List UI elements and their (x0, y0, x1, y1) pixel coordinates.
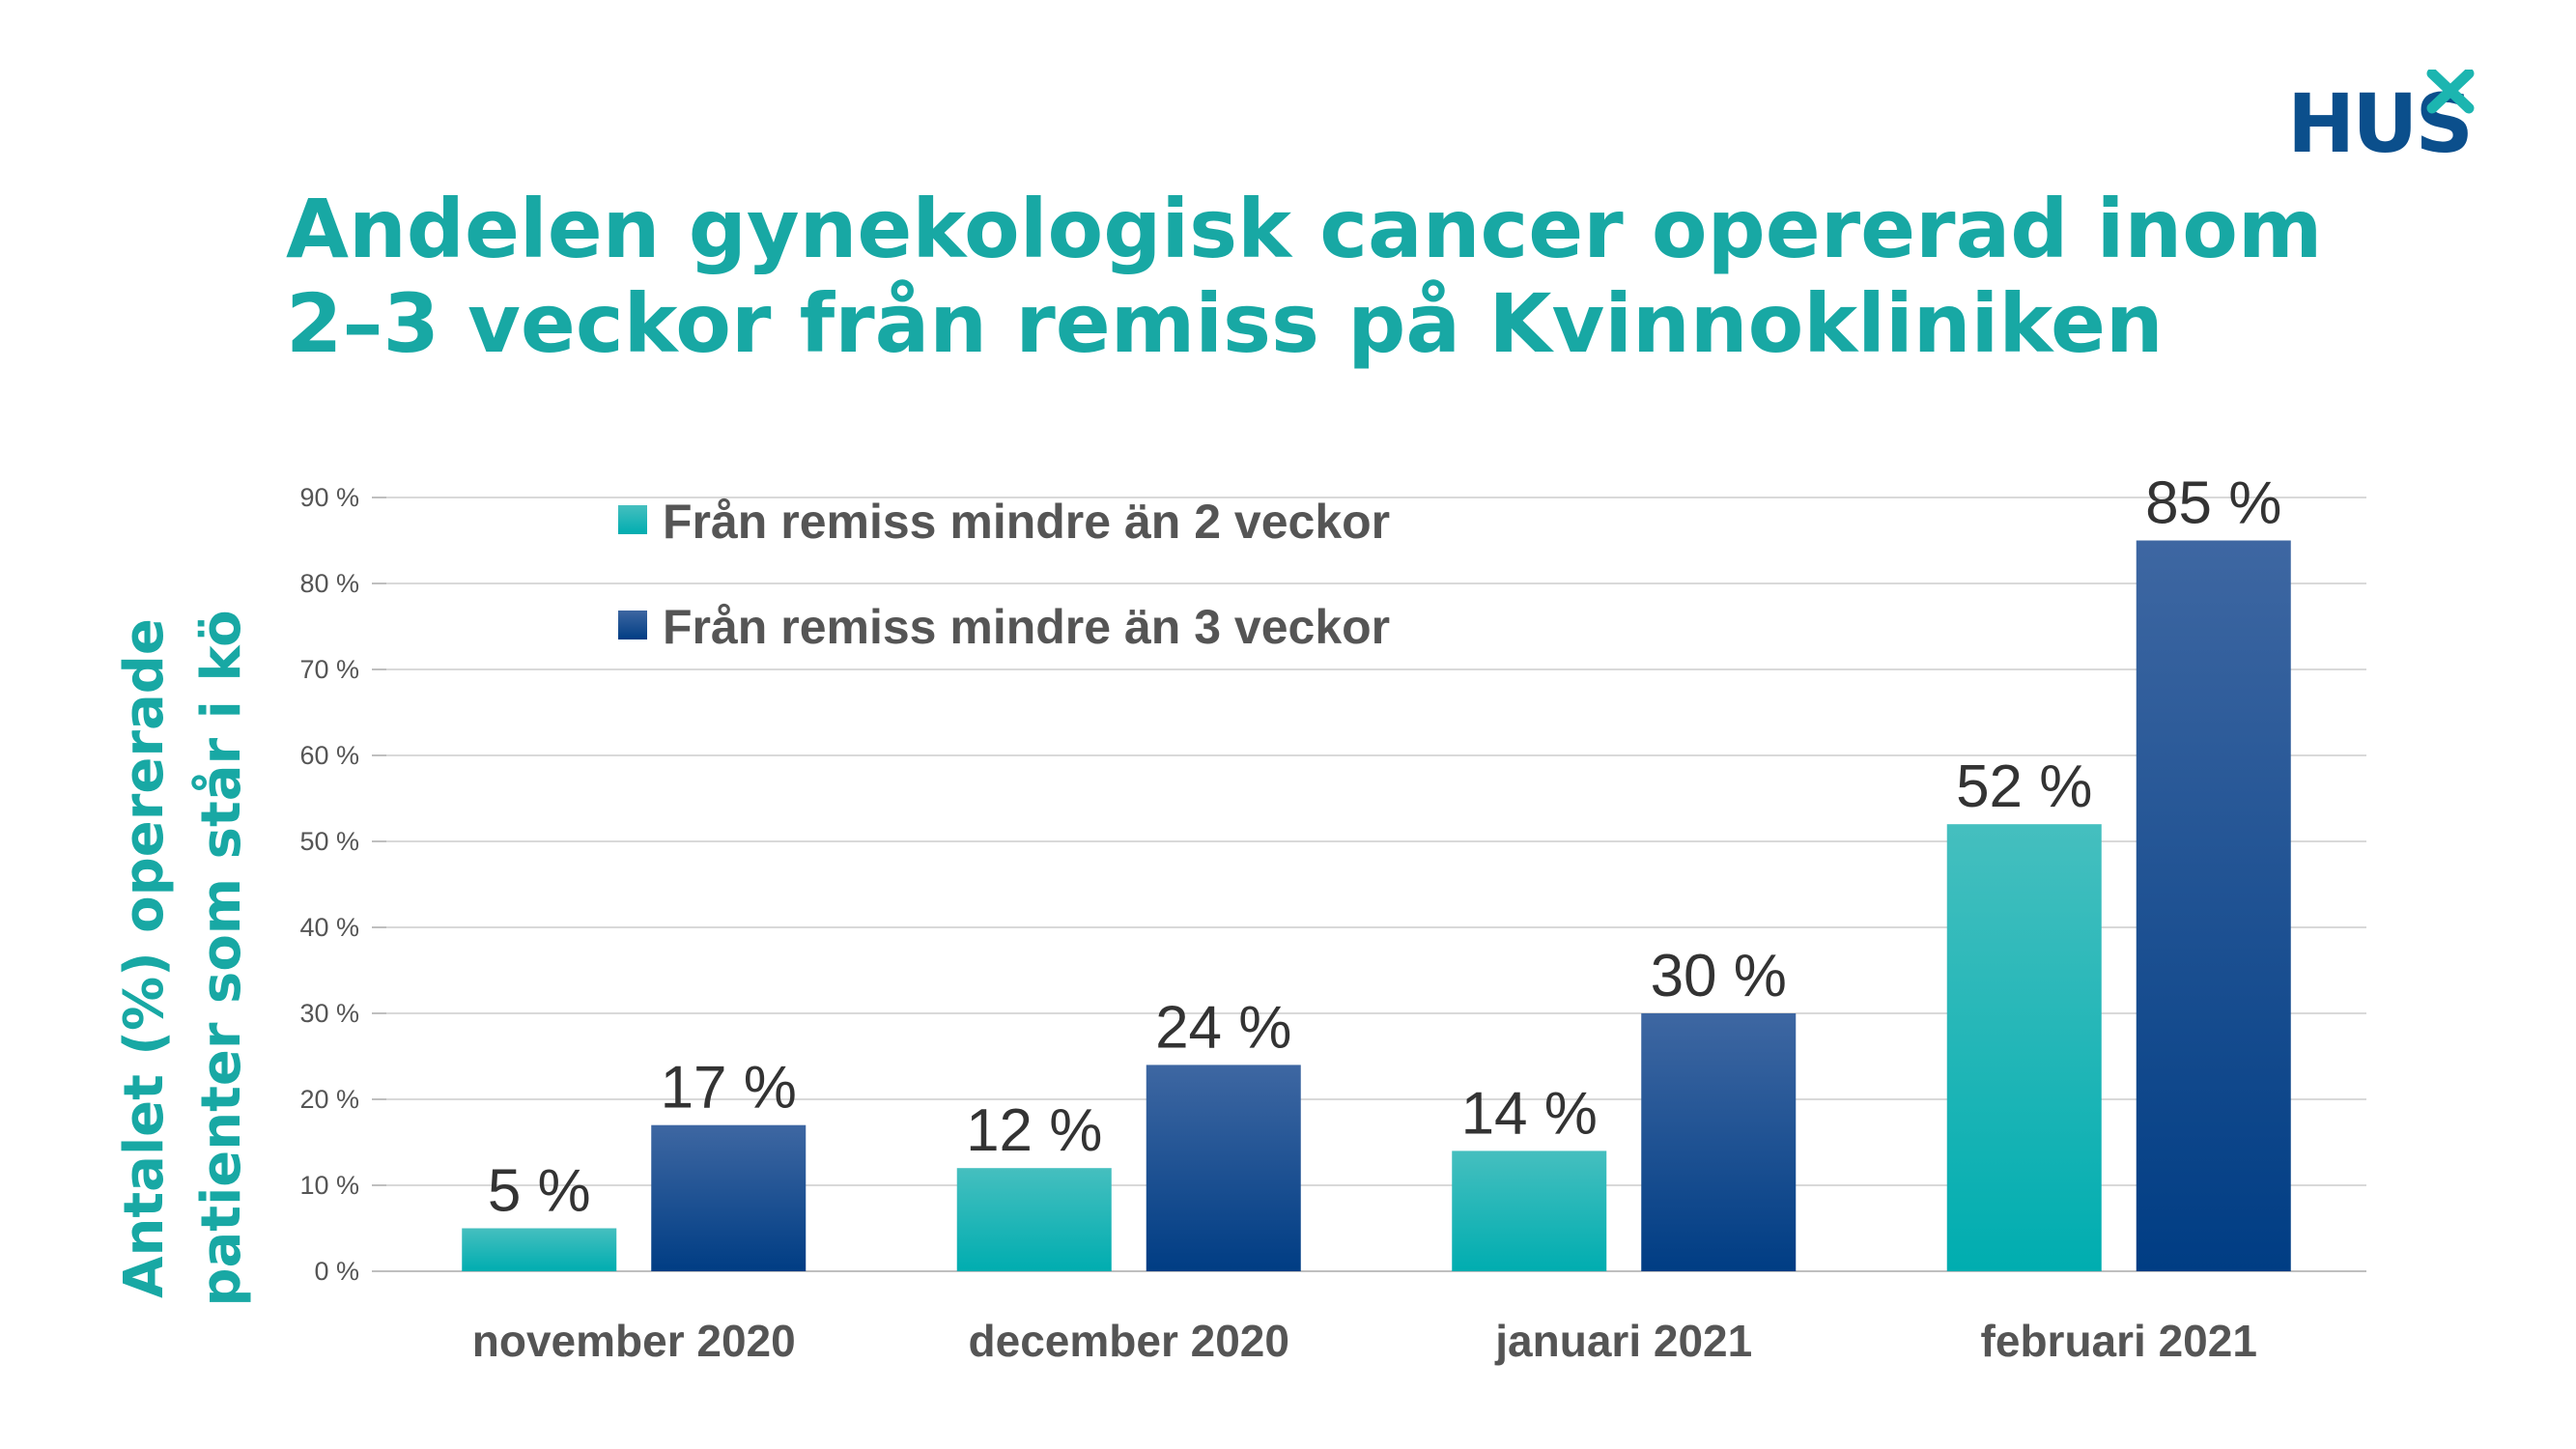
bars (462, 540, 2291, 1271)
y-tick-label: 80 % (299, 569, 359, 598)
data-label: 17 % (661, 1055, 797, 1122)
bar-series-1 (462, 1228, 617, 1271)
data-label: 52 % (1956, 753, 2092, 820)
data-label: 12 % (966, 1097, 1102, 1164)
y-tick-label: 20 % (299, 1085, 359, 1114)
bar-series-1 (1452, 1151, 1607, 1271)
title-line-1: Andelen gynekologisk cancer opererad ino… (286, 182, 2323, 276)
y-tick-label: 70 % (299, 655, 359, 684)
legend-swatch (618, 611, 647, 639)
legend-swatch (618, 505, 647, 534)
data-label: 30 % (1651, 943, 1787, 1009)
y-tick-label: 30 % (299, 999, 359, 1028)
data-label: 14 % (1461, 1080, 1598, 1147)
y-axis-ticks: 0 % 10 % 20 % 30 % 40 % 50 % 60 % 70 % 80 % 90 % (299, 483, 386, 1286)
y-tick-label: 90 % (299, 483, 359, 512)
y-tick-label: 0 % (314, 1257, 359, 1286)
bar-series-1 (956, 1168, 1112, 1271)
data-label: 5 % (488, 1158, 591, 1225)
y-tick-label: 40 % (299, 913, 359, 942)
x-tick-label: januari 2021 (1494, 1316, 1752, 1366)
y-tick-label: 60 % (299, 741, 359, 770)
legend: Från remiss mindre än 2 veckor Från remis… (618, 495, 1390, 654)
y-tick-label: 10 % (299, 1171, 359, 1200)
title-line-2: 2–3 veckor från remiss på Kvinnokliniken (286, 276, 2164, 371)
bar-series-2 (1146, 1065, 1301, 1271)
bar-series-2 (651, 1124, 807, 1271)
cross-icon (2426, 70, 2475, 114)
hus-logo: HUS (2287, 70, 2500, 176)
data-labels: 5 % 17 % 12 % 24 % 14 % 30 % 52 % 85 % (488, 470, 2282, 1225)
bar-series-2 (2136, 540, 2291, 1271)
chart-title: Andelen gynekologisk cancer opererad ino… (286, 182, 2411, 371)
x-axis-ticks: november 2020 december 2020 januari 2021 fe… (472, 1316, 2257, 1366)
x-tick-label: februari 2021 (1981, 1316, 2257, 1366)
x-tick-label: december 2020 (969, 1316, 1289, 1366)
data-label: 85 % (2145, 470, 2281, 537)
bar-series-1 (1946, 824, 2102, 1271)
bar-series-2 (1641, 1013, 1797, 1271)
legend-label: Från remiss mindre än 3 veckor (663, 600, 1390, 654)
y-tick-label: 50 % (299, 827, 359, 856)
data-label: 24 % (1155, 994, 1291, 1061)
legend-label: Från remiss mindre än 2 veckor (663, 495, 1390, 549)
x-tick-label: november 2020 (472, 1316, 796, 1366)
